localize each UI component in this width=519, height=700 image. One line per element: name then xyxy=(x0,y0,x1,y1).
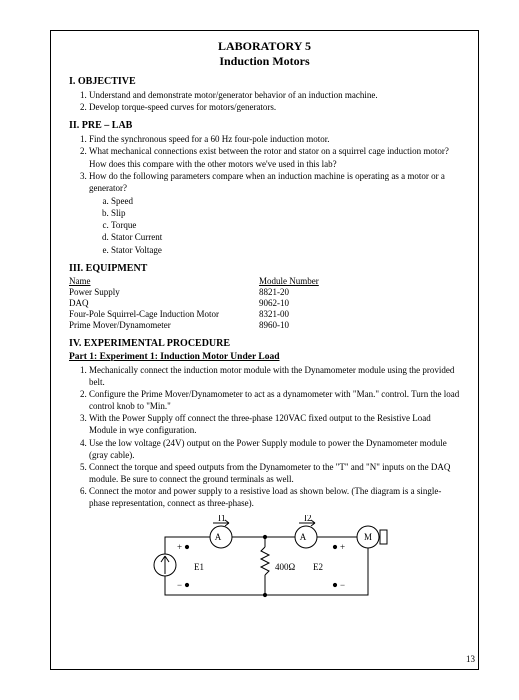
col-module: Module Number xyxy=(259,276,359,287)
label-plus-left: + xyxy=(177,542,182,552)
label-load: 400Ω xyxy=(275,562,296,572)
prelab-subitem: Speed xyxy=(111,195,460,207)
table-header-row: Name Module Number xyxy=(69,276,359,287)
heading-equipment: III. EQUIPMENT xyxy=(69,263,460,274)
page-number: 13 xyxy=(466,654,475,664)
cell: Four-Pole Squirrel-Cage Induction Motor xyxy=(69,309,259,320)
prelab-item: Find the synchronous speed for a 60 Hz f… xyxy=(89,133,460,145)
cell: Prime Mover/Dynamometer xyxy=(69,320,259,331)
heading-objective: I. OBJECTIVE xyxy=(69,76,460,87)
label-e2: E2 xyxy=(313,562,323,572)
table-row: Power Supply8821-20 xyxy=(69,287,359,298)
procedure-item: With the Power Supply off connect the th… xyxy=(89,412,460,436)
cell: 8960-10 xyxy=(259,320,359,331)
cell: 8821-20 xyxy=(259,287,359,298)
procedure-item: Use the low voltage (24V) output on the … xyxy=(89,437,460,461)
label-e1: E1 xyxy=(194,562,204,572)
part-title: Part 1: Experiment 1: Induction Motor Un… xyxy=(69,352,460,362)
objective-item: Develop torque-speed curves for motors/g… xyxy=(89,101,460,113)
equipment-table: Name Module Number Power Supply8821-20 D… xyxy=(69,276,359,331)
content-frame: LABORATORY 5 Induction Motors I. OBJECTI… xyxy=(50,30,479,670)
prelab-item: How do the following parameters compare … xyxy=(89,170,460,256)
procedure-item: Mechanically connect the induction motor… xyxy=(89,364,460,388)
procedure-item: Connect the motor and power supply to a … xyxy=(89,485,460,509)
lab-title: Induction Motors xyxy=(69,54,460,69)
col-name: Name xyxy=(69,276,259,287)
lab-number: LABORATORY 5 xyxy=(69,39,460,54)
procedure-item: Connect the torque and speed outputs fro… xyxy=(89,461,460,485)
prelab-subitem: Torque xyxy=(111,219,460,231)
prelab-subitem: Slip xyxy=(111,207,460,219)
cell: DAQ xyxy=(69,298,259,309)
page: LABORATORY 5 Induction Motors I. OBJECTI… xyxy=(0,0,519,700)
label-minus-left: − xyxy=(177,580,182,590)
prelab-subitem: Stator Voltage xyxy=(111,244,460,256)
label-i1: I1 xyxy=(218,515,226,523)
heading-prelab: II. PRE – LAB xyxy=(69,120,460,131)
objective-item: Understand and demonstrate motor/generat… xyxy=(89,89,460,101)
prelab-list: Find the synchronous speed for a 60 Hz f… xyxy=(69,133,460,255)
label-i2: I2 xyxy=(304,515,312,523)
table-row: Prime Mover/Dynamometer8960-10 xyxy=(69,320,359,331)
label-a1: A xyxy=(214,532,221,542)
label-plus-right: + xyxy=(340,542,345,552)
prelab-sublist: Speed Slip Torque Stator Current Stator … xyxy=(89,195,460,256)
cell: Power Supply xyxy=(69,287,259,298)
title-block: LABORATORY 5 Induction Motors xyxy=(69,39,460,69)
table-row: DAQ9062-10 xyxy=(69,298,359,309)
label-minus-right: − xyxy=(340,580,345,590)
objective-list: Understand and demonstrate motor/generat… xyxy=(69,89,460,113)
label-m: M xyxy=(364,532,372,542)
label-a2: A xyxy=(299,532,306,542)
circuit-diagram: I1 I2 A A M E1 E2 400Ω + − + − xyxy=(135,515,395,610)
cell: 8321-00 xyxy=(259,309,359,320)
procedure-item: Configure the Prime Mover/Dynamometer to… xyxy=(89,388,460,412)
prelab-subitem: Stator Current xyxy=(111,231,460,243)
procedure-list: Mechanically connect the induction motor… xyxy=(69,364,460,510)
prelab-item: What mechanical connections exist betwee… xyxy=(89,145,460,169)
heading-procedure: IV. EXPERIMENTAL PROCEDURE xyxy=(69,338,460,349)
prelab-item-text: How do the following parameters compare … xyxy=(89,171,445,193)
table-row: Four-Pole Squirrel-Cage Induction Motor8… xyxy=(69,309,359,320)
cell: 9062-10 xyxy=(259,298,359,309)
